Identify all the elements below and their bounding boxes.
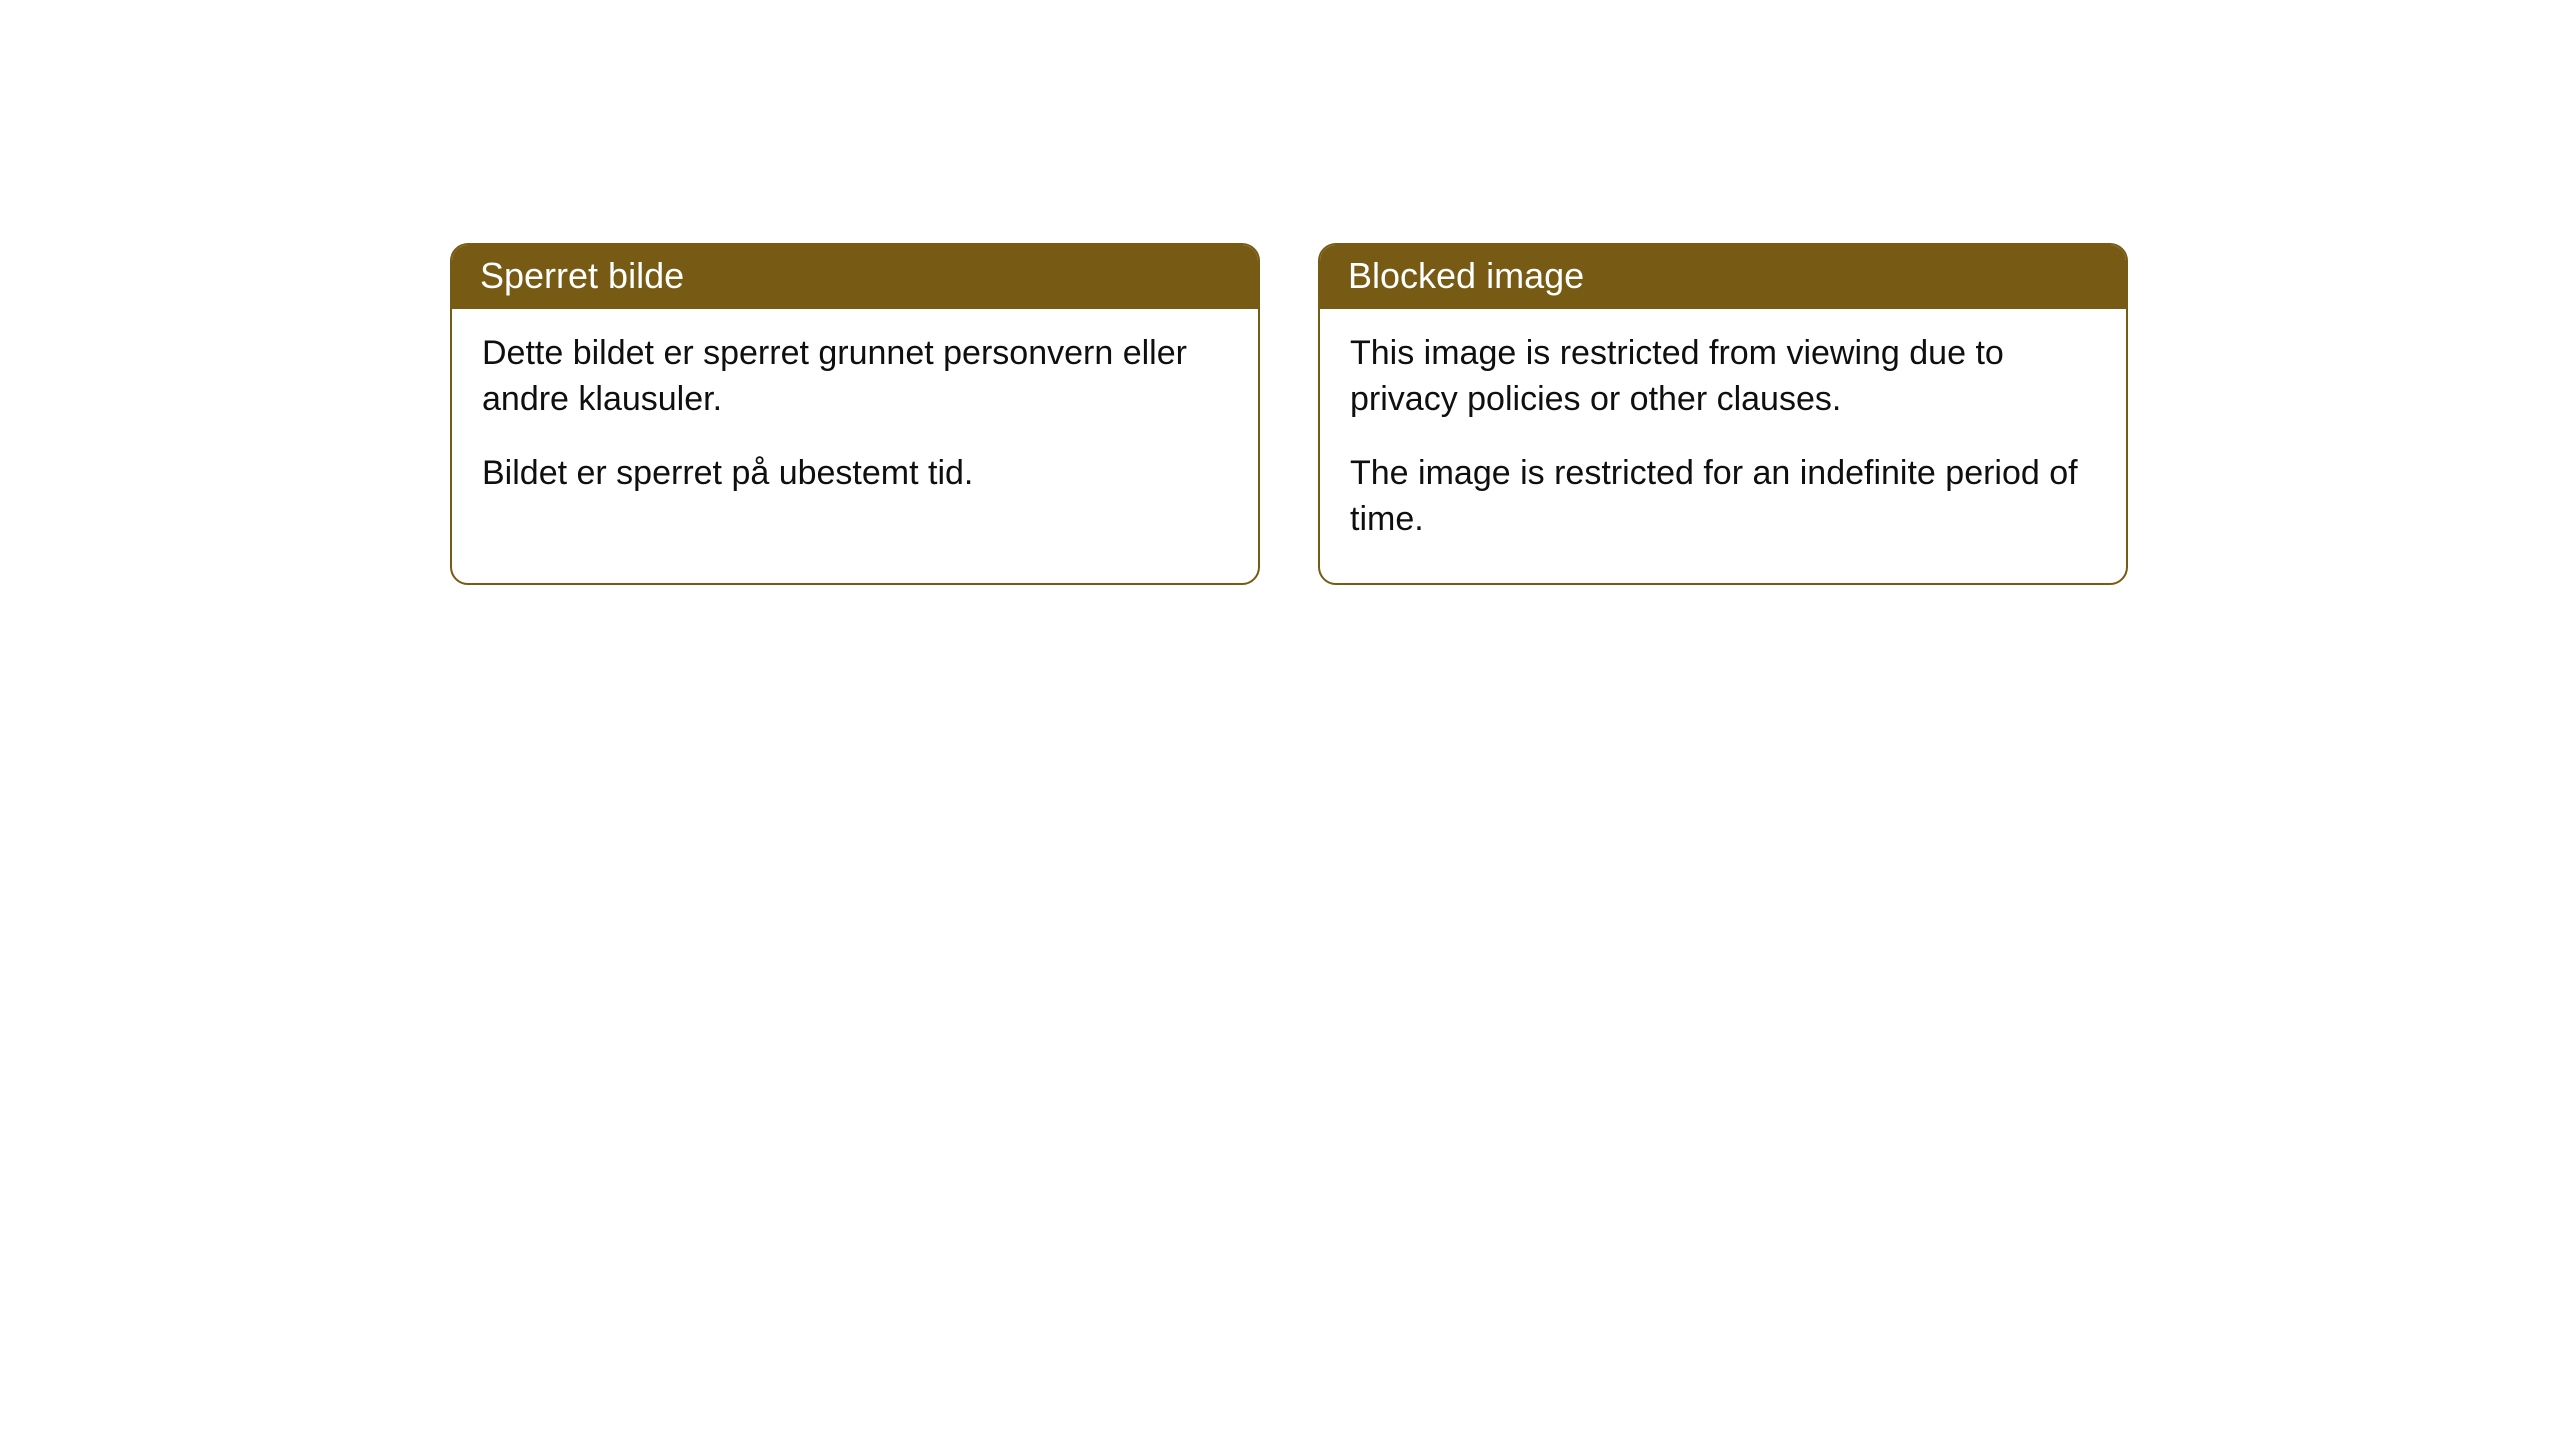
card-paragraph: The image is restricted for an indefinit… (1350, 451, 2096, 543)
card-body: Dette bildet er sperret grunnet personve… (452, 309, 1258, 537)
notice-card-norwegian: Sperret bilde Dette bildet er sperret gr… (450, 243, 1260, 585)
card-body: This image is restricted from viewing du… (1320, 309, 2126, 583)
card-paragraph: Bildet er sperret på ubestemt tid. (482, 451, 1228, 497)
notice-container: Sperret bilde Dette bildet er sperret gr… (450, 243, 2128, 585)
card-title: Blocked image (1348, 255, 1584, 296)
card-header: Blocked image (1320, 245, 2126, 309)
card-paragraph: This image is restricted from viewing du… (1350, 331, 2096, 423)
card-title: Sperret bilde (480, 255, 684, 296)
card-paragraph: Dette bildet er sperret grunnet personve… (482, 331, 1228, 423)
card-header: Sperret bilde (452, 245, 1258, 309)
notice-card-english: Blocked image This image is restricted f… (1318, 243, 2128, 585)
